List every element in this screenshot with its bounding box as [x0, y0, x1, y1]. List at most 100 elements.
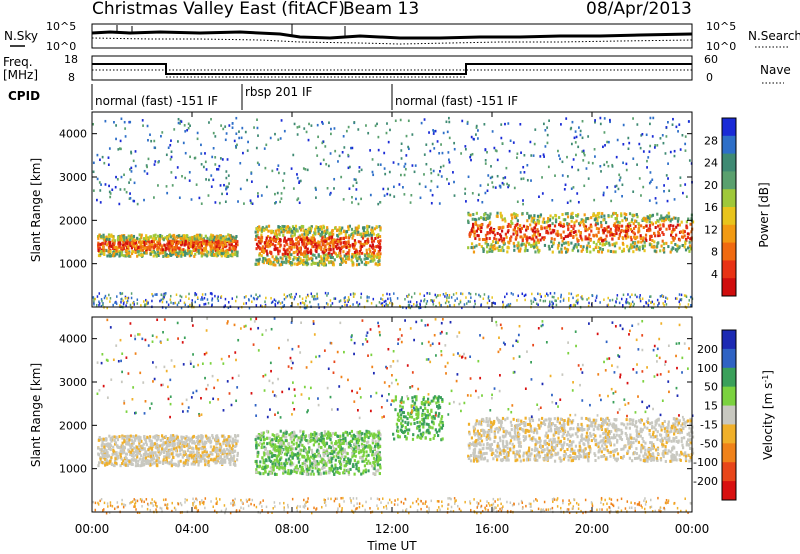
- velocity-cell: [235, 442, 238, 446]
- power-cell: [495, 149, 498, 153]
- power-cell: [533, 221, 537, 225]
- power-cell: [215, 251, 218, 255]
- power-cell: [641, 239, 645, 243]
- power-cell: [359, 232, 363, 236]
- power-cell: [377, 163, 380, 166]
- power-cell: [339, 237, 342, 241]
- power-cell: [281, 262, 284, 266]
- velocity-cell: [157, 450, 160, 454]
- power-cell: [186, 128, 189, 132]
- power-cell: [298, 226, 301, 230]
- power-cell: [125, 304, 127, 307]
- power-cell: [496, 231, 499, 235]
- velocity-cell: [194, 459, 197, 463]
- power-cell: [96, 198, 98, 202]
- power-cell: [355, 188, 358, 191]
- velocity-cell: [235, 458, 239, 462]
- power-cell: [673, 149, 676, 153]
- power-cell: [334, 240, 337, 244]
- power-cell: [109, 241, 112, 245]
- power-cell: [324, 145, 327, 148]
- power-cell: [303, 238, 306, 242]
- power-cell: [557, 243, 560, 247]
- power-cell: [360, 242, 364, 246]
- power-cell: [500, 136, 503, 140]
- velocity-cell: [177, 441, 180, 445]
- power-cell: [150, 250, 153, 254]
- power-cell: [197, 236, 200, 240]
- power-cell: [277, 164, 280, 167]
- power-cell: [310, 241, 313, 245]
- power-cell: [649, 295, 651, 298]
- power-cell: [593, 198, 596, 202]
- power-cell: [230, 249, 234, 253]
- power-cell: [575, 153, 577, 157]
- power-cell: [119, 291, 121, 295]
- velocity-cell: [188, 439, 192, 443]
- power-cell: [541, 192, 544, 195]
- power-cell: [208, 121, 210, 124]
- power-cell: [380, 297, 382, 301]
- power-cell: [499, 214, 503, 218]
- power-cell: [212, 252, 216, 256]
- power-cell: [571, 216, 574, 220]
- power-cell: [321, 250, 324, 254]
- velocity-cell: [231, 437, 235, 441]
- power-cell: [586, 228, 589, 232]
- power-cell: [676, 244, 679, 248]
- velocity-cell: [135, 460, 138, 464]
- power-cell: [92, 170, 95, 174]
- power-cell: [211, 234, 215, 238]
- velocity-cell: [229, 435, 232, 439]
- velocity-cell: [234, 445, 237, 449]
- power-cell: [552, 302, 554, 305]
- power-cell: [359, 241, 362, 245]
- power-cell: [633, 235, 636, 239]
- power-cell: [512, 241, 515, 245]
- power-cell: [469, 300, 471, 303]
- power-cell: [171, 250, 174, 254]
- power-cell: [188, 254, 191, 258]
- colorbar-tick-label: 20: [704, 179, 718, 192]
- power-cell: [557, 233, 560, 237]
- power-cell: [514, 237, 517, 241]
- power-cell: [450, 296, 453, 299]
- power-cell: [283, 293, 286, 296]
- power-cell: [665, 214, 669, 218]
- velocity-cell: [153, 442, 157, 446]
- power-cell: [628, 221, 631, 225]
- power-cell: [480, 245, 483, 249]
- power-cell: [499, 234, 503, 238]
- power-cell: [182, 248, 185, 252]
- colorbar-swatch: [722, 118, 736, 137]
- velocity-cell: [193, 454, 197, 458]
- power-cell: [549, 303, 551, 306]
- power-cell: [346, 257, 349, 261]
- power-cell: [116, 295, 118, 298]
- power-cell: [632, 222, 635, 226]
- power-cell: [570, 187, 573, 190]
- power-cell: [286, 248, 289, 252]
- power-cell: [468, 234, 471, 238]
- power-cell: [381, 302, 384, 305]
- power-cell: [317, 135, 320, 139]
- power-cell: [493, 236, 496, 240]
- power-cell: [360, 296, 362, 299]
- power-cell: [246, 178, 249, 182]
- power-cell: [224, 304, 226, 307]
- power-cell: [124, 249, 128, 253]
- power-cell: [620, 228, 623, 232]
- power-cell: [659, 227, 662, 231]
- power-cell: [327, 242, 330, 246]
- power-cell: [277, 225, 280, 229]
- power-cell: [484, 233, 488, 237]
- colorbar-tick-label: 8: [711, 246, 718, 259]
- velocity-cell: [103, 453, 106, 457]
- power-cell: [244, 130, 247, 134]
- power-cell: [108, 293, 110, 297]
- power-cell: [372, 232, 375, 236]
- velocity-cell: [196, 449, 199, 453]
- power-cell: [561, 160, 564, 164]
- power-cell: [156, 253, 160, 257]
